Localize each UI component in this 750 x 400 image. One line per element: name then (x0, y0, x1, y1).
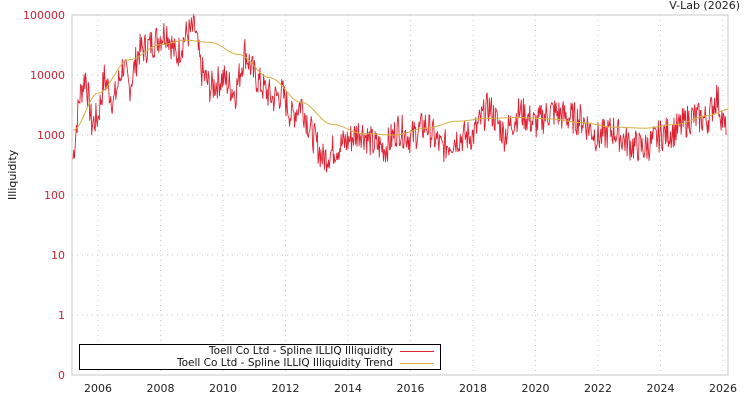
x-axis-ticks: 2006 2008 2010 2012 2014 2016 2018 2020 2022 2024… (84, 382, 737, 395)
y-tick-label: 1000 (37, 129, 65, 142)
x-tick-label: 2024 (647, 382, 675, 395)
grid-lines (72, 15, 728, 375)
x-tick-label: 2006 (84, 382, 112, 395)
x-tick-label: 2020 (522, 382, 550, 395)
illiquidity-line (72, 13, 727, 173)
y-tick-label: 100 (44, 189, 65, 202)
x-tick-label: 2022 (584, 382, 612, 395)
x-tick-label: 2008 (147, 382, 175, 395)
legend-label: Toell Co Ltd - Spline ILLIQ Illiquidity (209, 345, 393, 357)
legend-item-trend: Toell Co Ltd - Spline ILLIQ Illiquidity … (177, 357, 434, 369)
x-tick-label: 2026 (709, 382, 737, 395)
illiquidity-trend-line (72, 39, 729, 136)
x-tick-label: 2014 (334, 382, 362, 395)
x-tick-label: 2012 (272, 382, 300, 395)
x-tick-label: 2016 (397, 382, 425, 395)
legend-swatch-gold (400, 362, 434, 364)
legend-item-illiquidity: Toell Co Ltd - Spline ILLIQ Illiquidity (209, 345, 434, 357)
plot-area-frame (71, 14, 729, 376)
series-lines (72, 13, 729, 173)
y-tick-label: 100000 (23, 9, 65, 22)
y-tick-label: 0 (58, 369, 65, 382)
x-tick-label: 2018 (459, 382, 487, 395)
y-tick-label: 10 (51, 249, 65, 262)
legend-swatch-red (400, 350, 434, 352)
y-tick-label: 1 (58, 309, 65, 322)
x-tick-label: 2010 (209, 382, 237, 395)
y-tick-label: 10000 (30, 69, 65, 82)
chart-legend: Toell Co Ltd - Spline ILLIQ Illiquidity … (79, 344, 441, 370)
legend-label: Toell Co Ltd - Spline ILLIQ Illiquidity … (176, 357, 393, 369)
chart-credit: V-Lab (2026) (669, 0, 740, 12)
